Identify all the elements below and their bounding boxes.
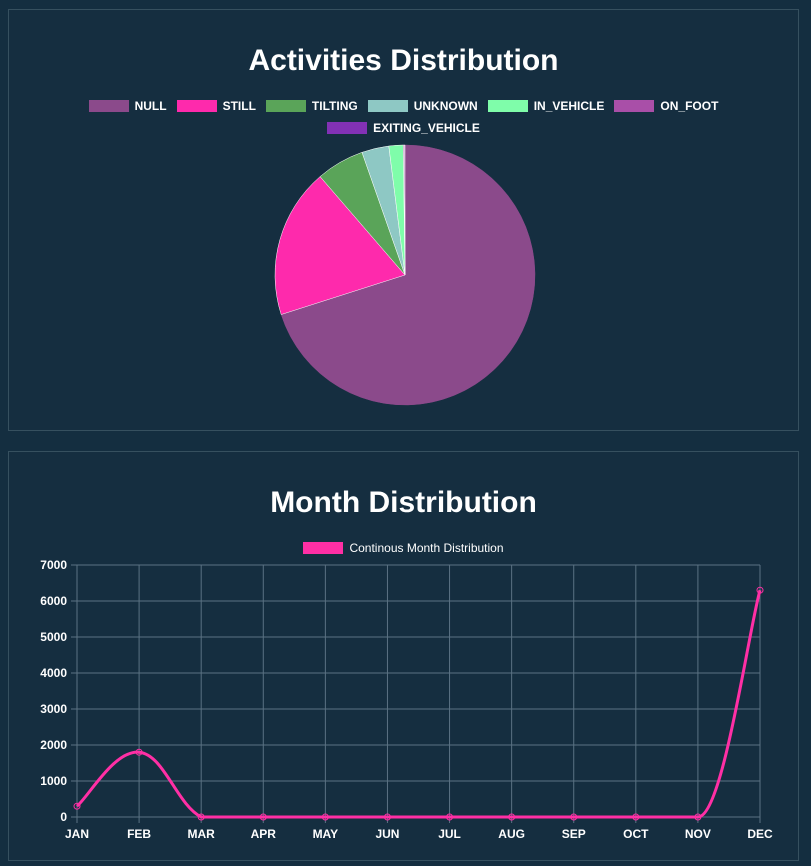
y-tick-label: 4000	[40, 666, 67, 680]
legend-swatch	[265, 100, 306, 112]
activities-chart-title: Activities Distribution	[248, 44, 559, 77]
data-point-mar[interactable]	[197, 813, 205, 821]
data-point-dec[interactable]	[756, 586, 764, 594]
pie-slice-null[interactable]	[280, 144, 536, 406]
data-point-sep[interactable]	[570, 813, 578, 821]
x-tick-label: OCT	[623, 827, 649, 841]
legend-item-tilting[interactable]: TILTING	[265, 99, 358, 113]
x-tick-label: MAY	[313, 827, 339, 841]
activities-pie-chart	[274, 144, 536, 406]
data-point-aug[interactable]	[508, 813, 516, 821]
legend-swatch	[303, 542, 344, 554]
y-tick-label: 5000	[40, 630, 67, 644]
legend-label: TILTING	[311, 99, 358, 113]
y-tick-label: 6000	[40, 594, 67, 608]
legend-swatch	[327, 122, 368, 134]
legend-label: ON_FOOT	[660, 99, 719, 113]
x-tick-label: NOV	[685, 827, 711, 841]
y-tick-label: 0	[60, 810, 67, 824]
legend-label: STILL	[222, 99, 256, 113]
legend-label: UNKNOWN	[413, 99, 478, 113]
y-tick-label: 1000	[40, 774, 67, 788]
legend-swatch	[614, 100, 655, 112]
month-chart-title: Month Distribution	[270, 486, 537, 519]
data-point-jan[interactable]	[73, 802, 81, 810]
x-tick-label: AUG	[498, 827, 525, 841]
legend-swatch	[487, 100, 528, 112]
x-tick-label: JAN	[65, 827, 89, 841]
x-tick-label: DEC	[747, 827, 773, 841]
data-point-feb[interactable]	[135, 748, 143, 756]
legend-label: IN_VEHICLE	[533, 99, 605, 113]
x-tick-label: FEB	[127, 827, 151, 841]
legend-swatch	[367, 100, 408, 112]
y-tick-label: 7000	[40, 558, 67, 572]
legend-item-continous-month-distribution[interactable]: Continous Month Distribution	[303, 541, 504, 555]
x-tick-label: JUL	[438, 827, 461, 841]
series-line-continous-month-distribution	[75, 589, 762, 819]
x-tick-label: APR	[251, 827, 277, 841]
month-panel: Month Distribution Continous Month Distr…	[8, 451, 799, 861]
legend-item-on-foot[interactable]: ON_FOOT	[614, 99, 718, 113]
activities-legend: NULL STILL TILTING UNKNOWN IN_VEHICLE ON_FOOT…	[9, 99, 798, 135]
legend-item-null[interactable]: NULL	[88, 99, 167, 113]
legend-label: Continous Month Distribution	[349, 541, 504, 555]
data-point-apr[interactable]	[259, 813, 267, 821]
data-point-jul[interactable]	[446, 813, 454, 821]
x-tick-label: JUN	[375, 827, 399, 841]
legend-item-still[interactable]: STILL	[176, 99, 256, 113]
activities-panel: Activities Distribution NULL STILL TILTING…	[8, 9, 799, 431]
legend-swatch	[88, 100, 129, 112]
data-point-oct[interactable]	[632, 813, 640, 821]
month-legend: Continous Month Distribution	[9, 541, 798, 555]
legend-item-exiting-vehicle[interactable]: EXITING_VEHICLE	[327, 121, 480, 135]
data-point-may[interactable]	[321, 813, 329, 821]
y-tick-label: 2000	[40, 738, 67, 752]
y-tick-label: 3000	[40, 702, 67, 716]
x-tick-label: MAR	[188, 827, 216, 841]
month-line-chart: 0 1000 2000 3000 4000 5000 6000 7000 JAN FEB MAR AP…	[40, 558, 773, 841]
legend-item-unknown[interactable]: UNKNOWN	[367, 99, 478, 113]
legend-item-in-vehicle[interactable]: IN_VEHICLE	[487, 99, 605, 113]
pie-slice-still[interactable]	[274, 176, 406, 315]
data-point-jun[interactable]	[383, 813, 391, 821]
legend-swatch	[176, 100, 217, 112]
legend-label: NULL	[134, 99, 167, 113]
x-tick-label: SEP	[562, 827, 586, 841]
data-point-nov[interactable]	[694, 813, 702, 821]
legend-label: EXITING_VEHICLE	[373, 121, 480, 135]
